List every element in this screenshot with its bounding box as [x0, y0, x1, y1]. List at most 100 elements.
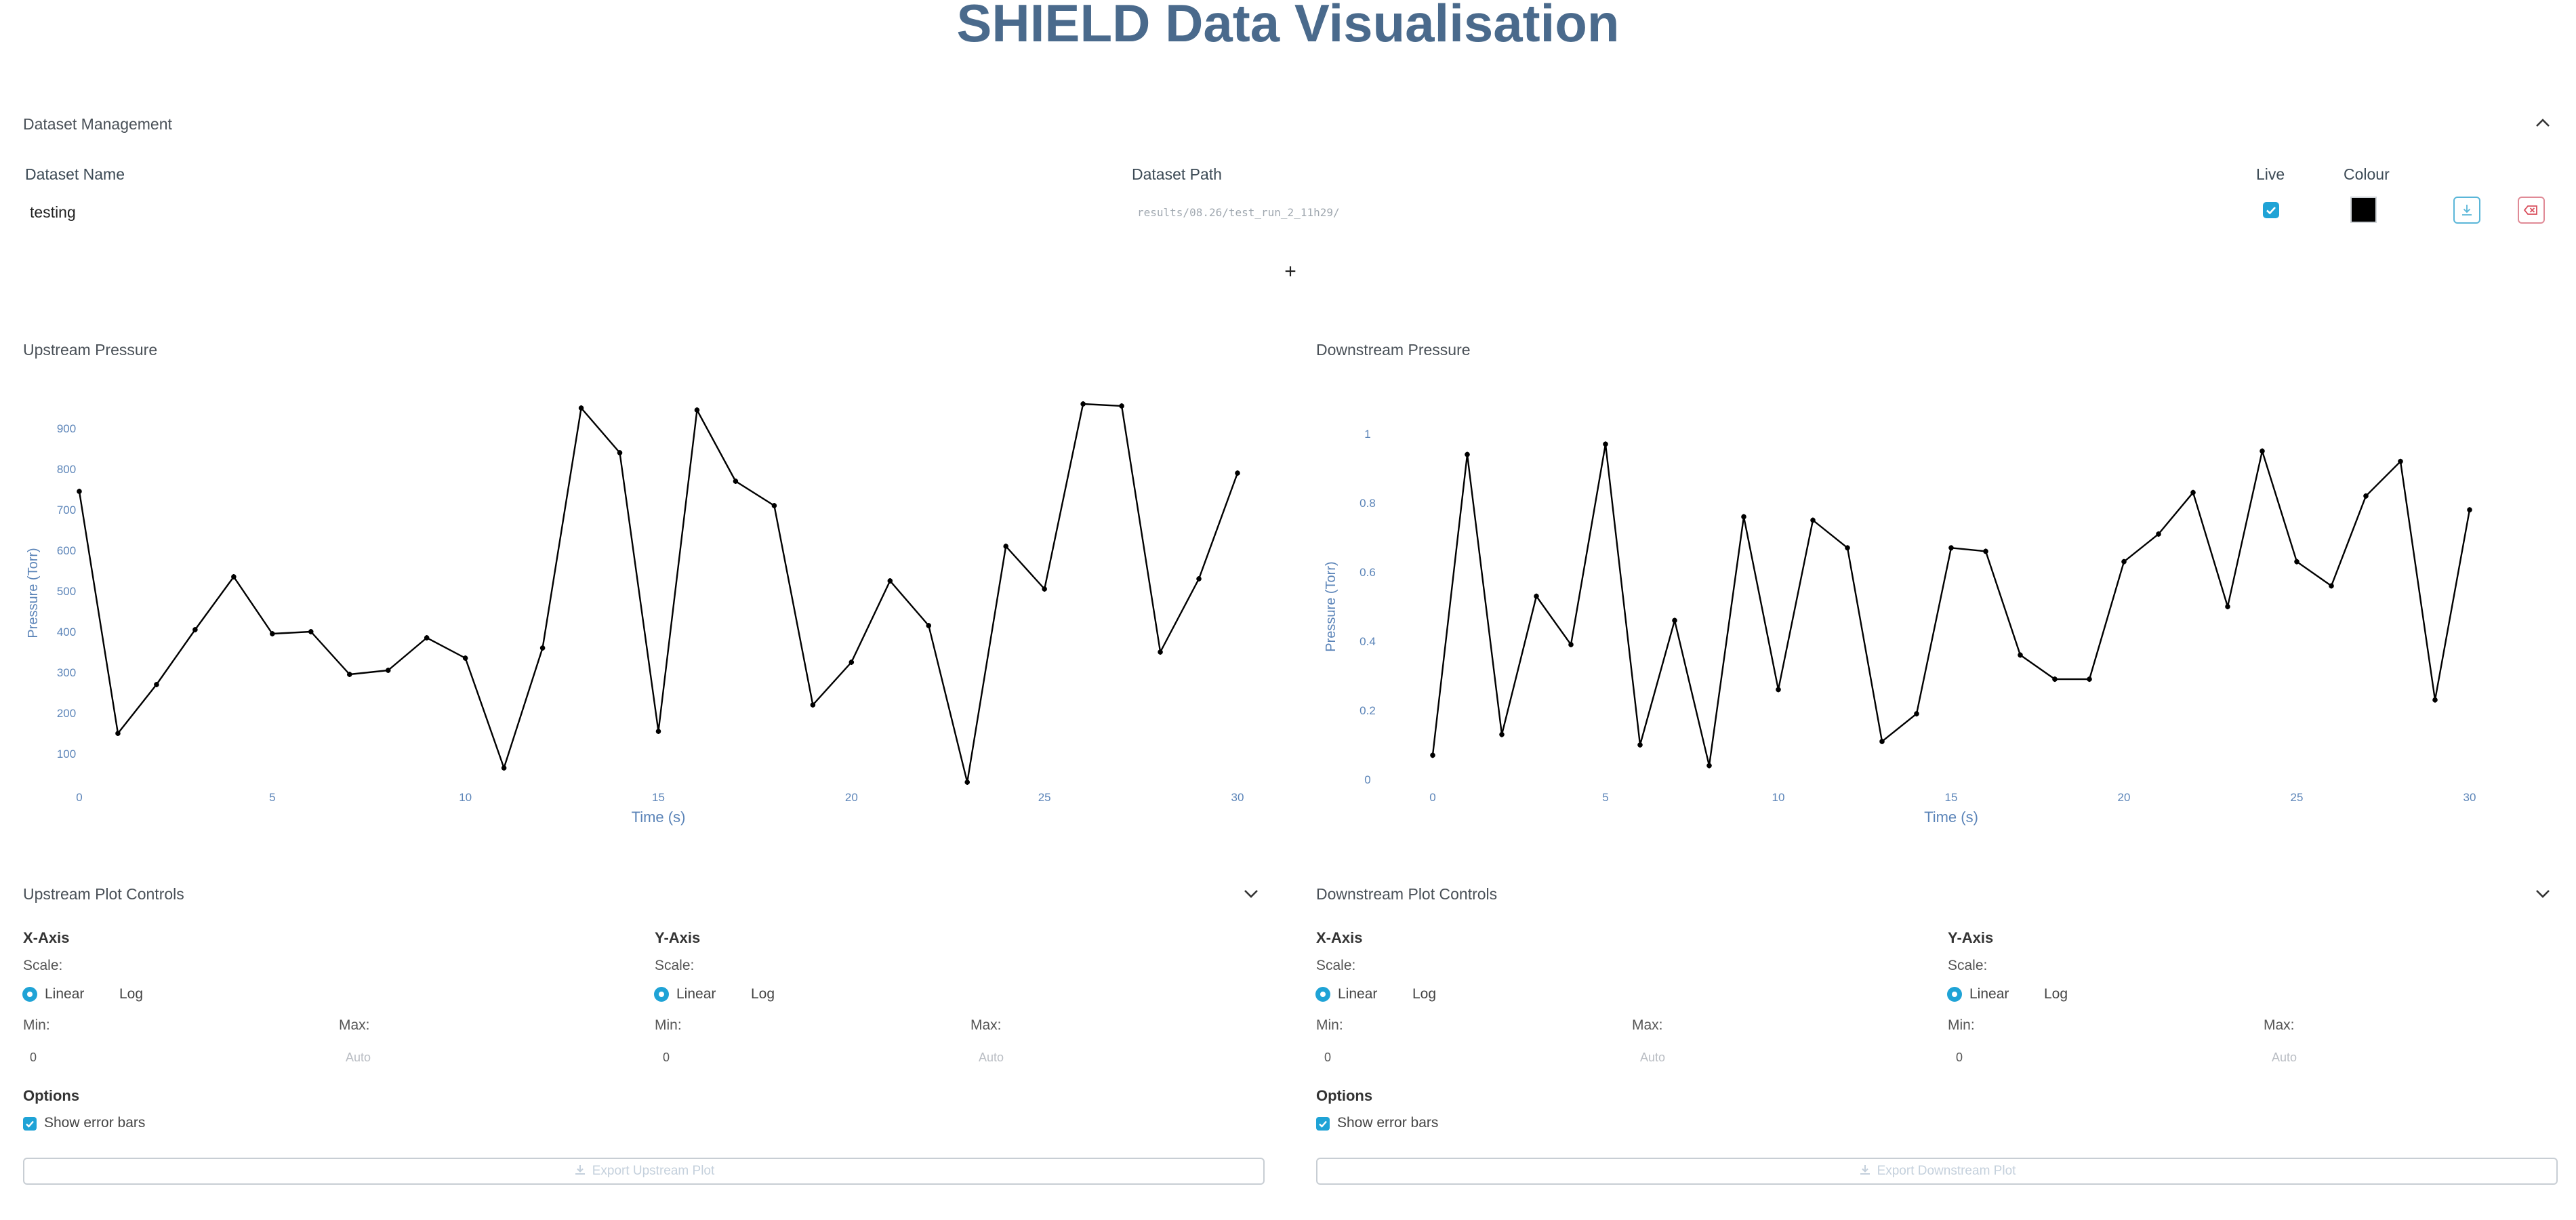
downstream-data-point[interactable]	[1845, 545, 1850, 551]
upstream-data-point[interactable]	[462, 655, 468, 661]
upstream-data-point[interactable]	[1042, 586, 1047, 592]
upstream-data-point[interactable]	[926, 623, 932, 628]
upstream-data-point[interactable]	[192, 627, 198, 632]
downstream-error-bars-label[interactable]: Show error bars	[1337, 1115, 1439, 1131]
upstream-data-point[interactable]	[231, 574, 237, 580]
downstream-data-point[interactable]	[1499, 731, 1505, 737]
upstream-data-point[interactable]	[733, 479, 739, 484]
downstream-x-linear-label[interactable]: Linear	[1338, 986, 1378, 1002]
downstream-data-point[interactable]	[2329, 583, 2334, 589]
remove-dataset-button[interactable]	[2518, 197, 2545, 224]
downstream-data-point[interactable]	[1776, 687, 1781, 693]
upstream-data-point[interactable]	[424, 635, 430, 640]
chevron-down-icon[interactable]	[2533, 884, 2552, 903]
upstream-data-point[interactable]	[964, 779, 970, 785]
downstream-data-point[interactable]	[1810, 517, 1816, 523]
downstream-error-bars-checkbox[interactable]	[1316, 1117, 1330, 1131]
upstream-data-point[interactable]	[849, 659, 855, 665]
upstream-data-point[interactable]	[694, 407, 700, 413]
upstream-data-point[interactable]	[77, 489, 82, 494]
upstream-data-point[interactable]	[385, 668, 391, 673]
upstream-data-point[interactable]	[810, 702, 816, 708]
upstream-data-point[interactable]	[1158, 649, 1163, 655]
upstream-pressure-chart[interactable]: 0 5 10 15 20 25 30 100 200 300 400 500 600 700 800 900 T…	[0, 400, 1288, 834]
downstream-data-point[interactable]	[2294, 558, 2299, 565]
dataset-path-value[interactable]: results/08.26/test_run_2_11h29/	[1137, 206, 1340, 219]
chevron-up-icon[interactable]	[2533, 114, 2552, 133]
downstream-x-log-option[interactable]: Log	[1412, 986, 1437, 1002]
upstream-data-point[interactable]	[1235, 470, 1240, 476]
upstream-data-point[interactable]	[308, 629, 314, 634]
downstream-data-point[interactable]	[2190, 489, 2196, 495]
upstream-data-point[interactable]	[539, 645, 546, 651]
upstream-data-point[interactable]	[270, 631, 275, 636]
downstream-data-point[interactable]	[1603, 441, 1608, 447]
upstream-y-log-option[interactable]: Log	[751, 986, 775, 1002]
upstream-x-linear-radio[interactable]	[22, 987, 37, 1002]
upstream-data-point[interactable]	[887, 578, 893, 584]
upstream-y-max-input[interactable]: Auto	[979, 1051, 1004, 1064]
downstream-y-log-option[interactable]: Log	[2044, 986, 2068, 1002]
downstream-data-point[interactable]	[1879, 739, 1885, 744]
downstream-y-max-input[interactable]: Auto	[2272, 1051, 2297, 1064]
upstream-x-max-input[interactable]: Auto	[346, 1051, 371, 1064]
upstream-data-point[interactable]	[1003, 544, 1008, 549]
downstream-data-point[interactable]	[2156, 531, 2161, 537]
downstream-data-point[interactable]	[1534, 593, 1539, 599]
downstream-data-point[interactable]	[1465, 451, 1470, 458]
downstream-y-min-input[interactable]: 0	[1956, 1051, 1963, 1064]
live-checkbox[interactable]	[2263, 202, 2279, 218]
downstream-data-point[interactable]	[2121, 558, 2127, 565]
downstream-data-point[interactable]	[1568, 642, 1574, 647]
upstream-data-point[interactable]	[771, 503, 777, 508]
upstream-y-linear-label[interactable]: Linear	[676, 986, 716, 1002]
upstream-data-point[interactable]	[346, 672, 352, 677]
export-upstream-plot-button[interactable]: Export Upstream Plot	[23, 1158, 1265, 1185]
upstream-data-point[interactable]	[154, 682, 159, 687]
upstream-x-min-input[interactable]: 0	[30, 1051, 37, 1064]
upstream-error-bars-label[interactable]: Show error bars	[44, 1115, 146, 1131]
downstream-x-linear-radio[interactable]	[1315, 987, 1330, 1002]
upstream-data-point[interactable]	[1080, 401, 1086, 407]
downstream-data-point[interactable]	[2225, 604, 2230, 609]
upstream-data-point[interactable]	[115, 731, 121, 736]
upstream-error-bars-checkbox[interactable]	[23, 1117, 37, 1131]
downstream-data-point[interactable]	[1672, 617, 1677, 624]
chevron-down-icon[interactable]	[1242, 884, 1261, 903]
upstream-data-point[interactable]	[578, 405, 584, 411]
downstream-data-point[interactable]	[2398, 459, 2403, 464]
downstream-data-point[interactable]	[2260, 448, 2265, 454]
downstream-data-point[interactable]	[2467, 507, 2472, 512]
downstream-data-point[interactable]	[2432, 697, 2438, 703]
downstream-data-point[interactable]	[1706, 762, 1712, 769]
upstream-y-min-input[interactable]: 0	[663, 1051, 670, 1064]
downstream-data-point[interactable]	[1914, 711, 1919, 716]
downstream-y-linear-label[interactable]: Linear	[1969, 986, 2009, 1002]
upstream-data-point[interactable]	[501, 765, 507, 771]
add-dataset-button[interactable]: +	[1284, 260, 1296, 283]
upstream-data-point[interactable]	[617, 450, 623, 455]
downstream-data-point[interactable]	[2363, 493, 2369, 499]
upstream-data-point[interactable]	[1196, 576, 1202, 582]
export-downstream-plot-button[interactable]: Export Downstream Plot	[1316, 1158, 2558, 1185]
upstream-data-point[interactable]	[655, 729, 661, 734]
downstream-data-point[interactable]	[1637, 742, 1643, 748]
downstream-data-point[interactable]	[1948, 545, 1954, 551]
upstream-x-log-option[interactable]: Log	[119, 986, 144, 1002]
upstream-data-point[interactable]	[1119, 403, 1124, 409]
downstream-pressure-chart[interactable]: 0 5 10 15 20 25 30 0 0.2 0.4 0.6 0.8 1 Time (s) Pressu…	[1288, 400, 2576, 834]
download-dataset-button[interactable]	[2453, 197, 2480, 224]
downstream-data-point[interactable]	[2018, 652, 2023, 658]
downstream-x-max-input[interactable]: Auto	[1640, 1051, 1666, 1064]
downstream-data-point[interactable]	[1983, 548, 1988, 554]
downstream-data-point[interactable]	[1430, 752, 1435, 758]
upstream-x-linear-label[interactable]: Linear	[45, 986, 85, 1002]
downstream-y-linear-radio[interactable]	[1947, 987, 1962, 1002]
upstream-y-linear-radio[interactable]	[654, 987, 669, 1002]
downstream-data-point[interactable]	[2087, 676, 2092, 682]
downstream-x-min-input[interactable]: 0	[1324, 1051, 1332, 1064]
colour-swatch[interactable]	[2350, 197, 2377, 223]
dataset-name-value[interactable]: testing	[30, 203, 76, 221]
downstream-data-point[interactable]	[1741, 514, 1746, 520]
downstream-data-point[interactable]	[2052, 676, 2058, 682]
